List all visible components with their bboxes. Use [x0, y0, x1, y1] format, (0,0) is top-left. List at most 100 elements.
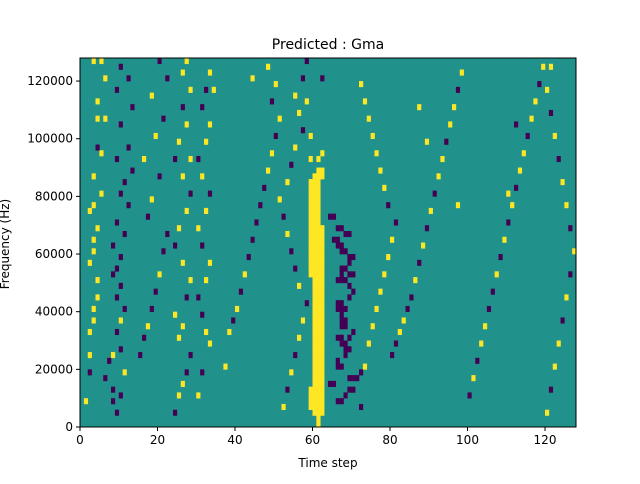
heatmap-cell — [188, 86, 193, 93]
y-axis-label: Frequency (Hz) — [0, 199, 12, 290]
heatmap-cell — [343, 340, 348, 347]
heatmap-cell — [347, 375, 352, 382]
heatmap-cell — [235, 305, 240, 312]
heatmap-cell — [142, 156, 147, 163]
heatmap-cell — [316, 352, 321, 359]
heatmap-cell — [188, 156, 193, 163]
heatmap-cell — [308, 202, 313, 209]
heatmap-cell — [312, 369, 317, 376]
x-tick-label: 80 — [382, 433, 397, 447]
heatmap-cell — [343, 346, 348, 353]
heatmap-cell — [347, 271, 352, 278]
heatmap-cell — [351, 328, 356, 336]
heatmap-cell — [176, 334, 182, 341]
heatmap-cell — [312, 288, 317, 295]
heatmap-cell — [424, 225, 430, 232]
heatmap-cell — [444, 138, 449, 145]
heatmap-cell — [161, 248, 166, 255]
heatmap-cell — [378, 167, 383, 174]
heatmap-cell — [343, 230, 348, 238]
heatmap-cell — [320, 340, 325, 347]
heatmap-cell — [173, 409, 178, 416]
heatmap-cell — [320, 375, 325, 382]
heatmap-cell — [312, 380, 317, 387]
heatmap-cell — [343, 323, 348, 330]
heatmap-cell — [320, 75, 325, 82]
heatmap-cell — [107, 357, 112, 364]
heatmap-cell — [266, 167, 271, 174]
heatmap-cell — [560, 317, 565, 324]
heatmap-cell — [180, 104, 185, 111]
y-tick-label: 100000 — [27, 132, 73, 146]
heatmap-cell — [339, 248, 344, 255]
y-tick-label: 60000 — [35, 247, 73, 261]
heatmap-cell — [390, 352, 395, 359]
chart-title: Predicted : Gma — [272, 37, 384, 53]
heatmap-cell — [246, 254, 251, 261]
heatmap-cell — [130, 167, 135, 174]
heatmap-cell — [312, 352, 317, 359]
heatmap-cell — [548, 109, 554, 116]
heatmap-cell — [91, 236, 96, 243]
heatmap-cell — [343, 277, 348, 284]
heatmap-cell — [207, 340, 213, 347]
heatmap-cell — [347, 230, 352, 238]
heatmap-cell — [184, 207, 189, 214]
heatmap-cell — [149, 92, 154, 99]
heatmap-cell — [331, 380, 337, 387]
heatmap-cell — [145, 213, 151, 220]
heatmap-cell — [312, 277, 317, 284]
heatmap-cell — [316, 294, 321, 301]
heatmap-cell — [196, 225, 201, 232]
heatmap-cell — [525, 132, 530, 140]
heatmap-cell — [312, 294, 317, 301]
heatmap-cell — [347, 346, 352, 353]
heatmap-cell — [328, 380, 333, 387]
heatmap-cell — [312, 386, 317, 393]
heatmap-cell — [176, 392, 182, 399]
heatmap-cell — [300, 127, 306, 134]
heatmap-cell — [335, 242, 340, 249]
heatmap-cell — [149, 305, 154, 312]
heatmap-cell — [196, 156, 201, 163]
heatmap-cell — [390, 236, 395, 243]
heatmap-cell — [316, 271, 321, 278]
x-tick-label: 100 — [456, 433, 479, 447]
heatmap-cell — [308, 190, 313, 197]
heatmap-cell — [316, 202, 321, 209]
heatmap-cell — [308, 156, 313, 163]
heatmap-cell — [304, 98, 309, 105]
heatmap-cell — [285, 386, 290, 393]
heatmap-cell — [312, 403, 317, 411]
y-tick-label: 80000 — [35, 189, 73, 203]
heatmap-cell — [312, 328, 317, 336]
heatmap-cell — [99, 150, 104, 157]
heatmap-cell — [382, 271, 387, 278]
heatmap-cell — [452, 104, 457, 111]
heatmap-cell — [355, 375, 360, 382]
heatmap-cell — [308, 265, 313, 272]
heatmap-cell — [200, 173, 205, 180]
heatmap-cell — [200, 242, 205, 249]
heatmap-cell — [103, 75, 108, 82]
heatmap-cell — [180, 259, 185, 266]
heatmap-cell — [572, 248, 577, 255]
heatmap-cell — [471, 375, 476, 382]
heatmap-cell — [320, 230, 325, 238]
heatmap-cell — [359, 369, 364, 376]
heatmap-cell — [339, 317, 344, 324]
heatmap-cell — [335, 357, 340, 364]
heatmap-cell — [514, 121, 519, 128]
heatmap-cell — [312, 213, 317, 220]
heatmap-cell — [111, 242, 116, 249]
heatmap-cell — [339, 323, 344, 330]
heatmap-cell — [312, 219, 317, 226]
heatmap-cell — [366, 115, 371, 122]
heatmap-cell — [308, 386, 313, 393]
heatmap-cell — [320, 277, 325, 284]
heatmap-cell — [308, 248, 313, 255]
heatmap-cell — [95, 294, 100, 301]
heatmap-cell — [312, 323, 317, 330]
heatmap-cell — [297, 334, 302, 341]
heatmap-cell — [320, 380, 325, 387]
